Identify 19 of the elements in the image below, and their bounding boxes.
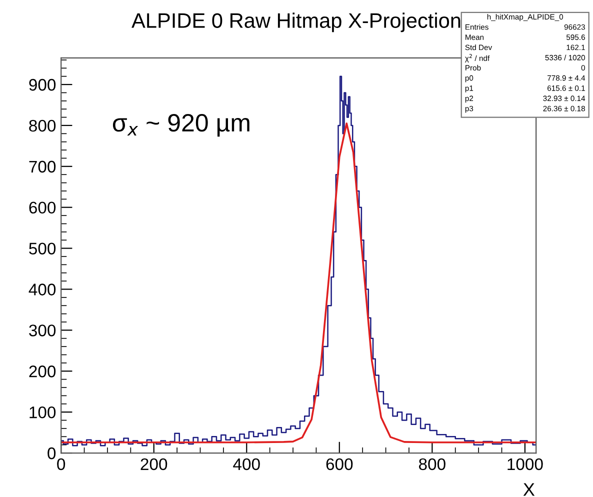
y-tick-label: 200 bbox=[29, 366, 56, 378]
y-tick-label: 900 bbox=[29, 78, 56, 91]
y-tick-label: 700 bbox=[29, 160, 56, 173]
y-tick-label: 400 bbox=[28, 284, 56, 296]
chart-title: ALPIDE 0 Raw Hitmap X-Projection bbox=[132, 12, 460, 32]
annotation: σ$_{x}$ ~ 920 µm bbox=[112, 114, 250, 137]
y-tick-label: 100 bbox=[30, 406, 56, 418]
x-tick-label: 200 bbox=[140, 458, 168, 470]
y-tick-label: 800 bbox=[29, 120, 56, 132]
x-axis-title: X bbox=[523, 483, 535, 496]
x-tick-label: 0 bbox=[57, 458, 66, 470]
y-tick-label: 0 bbox=[48, 447, 56, 460]
y-tick-label: 300 bbox=[29, 324, 56, 336]
x-tick-label: 400 bbox=[233, 458, 260, 470]
x-tick-label: 800 bbox=[418, 458, 446, 470]
y-tick-label: 600 bbox=[29, 202, 56, 214]
x-tick-label: 600 bbox=[326, 458, 353, 470]
y-tick-label: 500 bbox=[29, 242, 56, 254]
x-tick-label: 1000 bbox=[508, 458, 543, 470]
